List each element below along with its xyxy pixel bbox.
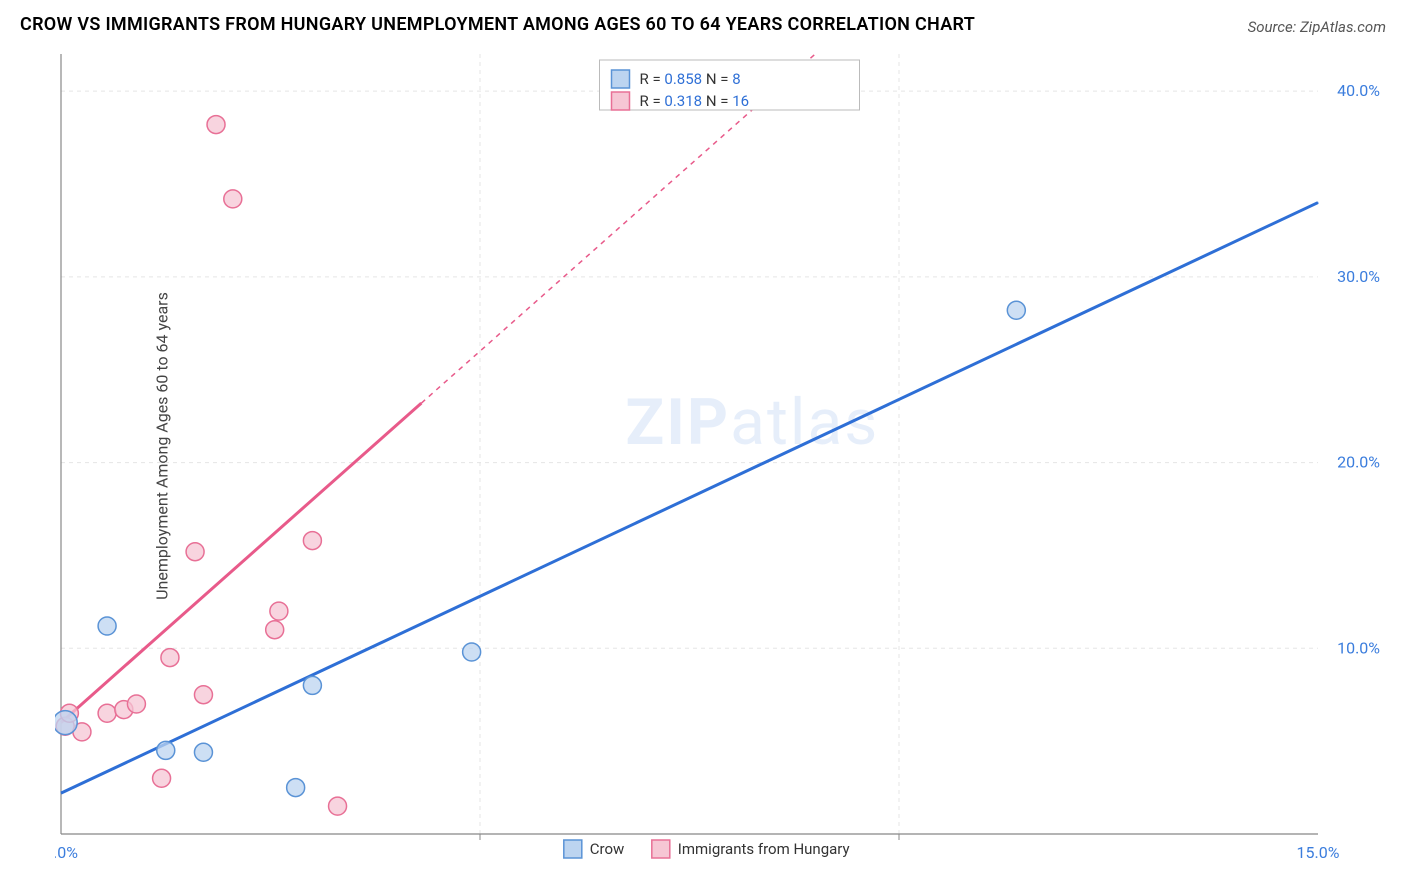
legend-swatch: [652, 840, 670, 858]
legend-swatch: [612, 70, 630, 88]
data-point: [303, 676, 321, 694]
legend-stats-row: R = 0.318 N = 16: [640, 92, 750, 110]
data-point: [98, 704, 116, 722]
chart-area: 10.0% 20.0% 30.0% 40.0% ZIPatlas 0.0% 15.0% R =…: [55, 48, 1388, 870]
data-point: [224, 190, 242, 208]
watermark: ZIPatlas: [625, 385, 879, 460]
data-point: [329, 797, 347, 815]
scatter-plot: 10.0% 20.0% 30.0% 40.0% ZIPatlas 0.0% 15.0% R =…: [55, 48, 1388, 870]
y-tick-label: 20.0%: [1337, 453, 1380, 472]
data-point: [55, 711, 77, 735]
source-attribution: Source: ZipAtlas.com: [1248, 18, 1386, 36]
legend-stats-row: R = 0.858 N = 8: [640, 70, 741, 88]
data-point: [303, 532, 321, 550]
regression-line: [61, 203, 1318, 794]
regression-line: [61, 403, 421, 722]
y-tick-label: 40.0%: [1337, 81, 1380, 100]
data-point: [207, 116, 225, 134]
x-tick-label: 15.0%: [1297, 843, 1340, 862]
data-point: [194, 743, 212, 761]
chart-title: CROW VS IMMIGRANTS FROM HUNGARY UNEMPLOY…: [20, 14, 975, 35]
data-point: [463, 643, 481, 661]
data-point: [186, 543, 204, 561]
legend-series-label: Immigrants from Hungary: [678, 840, 850, 858]
legend-swatch: [564, 840, 582, 858]
data-point: [287, 779, 305, 797]
y-tick-label: 30.0%: [1337, 267, 1380, 286]
data-point: [266, 621, 284, 639]
data-point: [161, 649, 179, 667]
y-tick-label: 10.0%: [1337, 638, 1380, 657]
data-point: [194, 686, 212, 704]
data-point: [270, 602, 288, 620]
legend-swatch: [612, 92, 630, 110]
data-point: [127, 695, 145, 713]
data-point: [1007, 301, 1025, 319]
x-tick-label: 0.0%: [55, 843, 78, 862]
data-point: [98, 617, 116, 635]
legend-series-label: Crow: [590, 840, 625, 858]
data-point: [157, 741, 175, 759]
data-point: [153, 769, 171, 787]
